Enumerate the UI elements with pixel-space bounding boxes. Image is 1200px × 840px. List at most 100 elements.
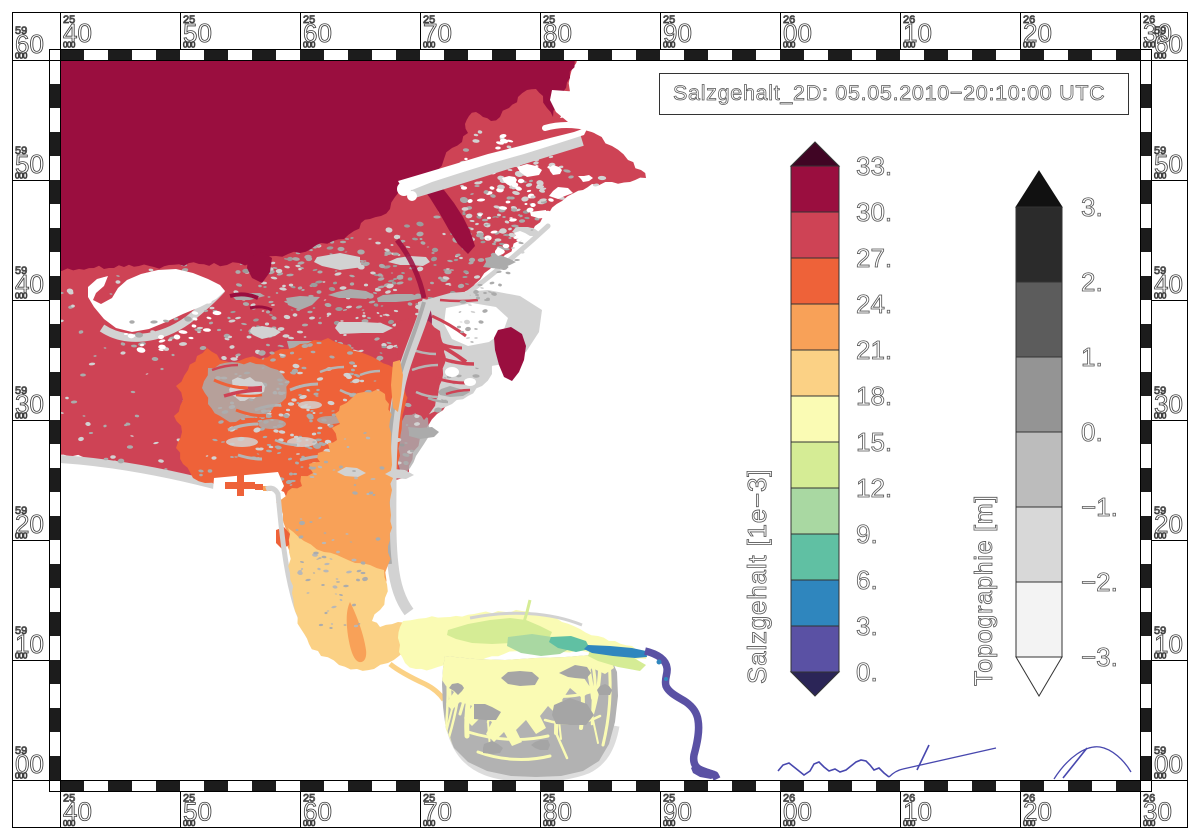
svg-text:25: 25 (663, 14, 675, 26)
svg-text:25: 25 (183, 14, 195, 26)
svg-text:25: 25 (63, 14, 75, 26)
svg-text:59: 59 (15, 385, 27, 397)
svg-text:000: 000 (15, 412, 28, 421)
svg-text:59: 59 (15, 25, 27, 37)
svg-text:000: 000 (15, 52, 28, 61)
svg-text:50: 50 (1154, 149, 1183, 179)
svg-text:30: 30 (1154, 389, 1183, 419)
svg-text:20: 20 (1023, 797, 1052, 827)
svg-text:000: 000 (783, 819, 796, 828)
svg-text:00: 00 (783, 18, 812, 48)
svg-text:10: 10 (1154, 629, 1183, 659)
svg-text:18.: 18. (856, 381, 892, 411)
svg-text:000: 000 (15, 652, 28, 661)
svg-text:25: 25 (63, 792, 75, 804)
svg-text:000: 000 (15, 292, 28, 301)
svg-text:24.: 24. (856, 289, 892, 319)
svg-text:60: 60 (303, 797, 332, 827)
svg-text:25: 25 (183, 792, 195, 804)
svg-text:26: 26 (903, 792, 915, 804)
svg-text:0.: 0. (1081, 417, 1103, 447)
svg-text:000: 000 (183, 819, 196, 828)
svg-text:60: 60 (1154, 29, 1183, 59)
svg-text:000: 000 (1154, 292, 1167, 301)
svg-text:26: 26 (783, 792, 795, 804)
svg-text:60: 60 (15, 29, 44, 59)
svg-text:20: 20 (15, 509, 44, 539)
svg-text:21.: 21. (856, 335, 892, 365)
svg-text:25: 25 (543, 792, 555, 804)
svg-text:59: 59 (1154, 505, 1166, 517)
svg-text:26: 26 (1143, 14, 1155, 26)
svg-text:26: 26 (1143, 792, 1155, 804)
svg-text:000: 000 (15, 172, 28, 181)
svg-text:000: 000 (663, 40, 676, 49)
svg-text:0.: 0. (856, 657, 878, 687)
svg-text:000: 000 (903, 40, 916, 49)
svg-text:59: 59 (1154, 25, 1166, 37)
svg-text:000: 000 (543, 819, 556, 828)
svg-text:000: 000 (15, 772, 28, 781)
svg-text:59: 59 (15, 505, 27, 517)
svg-text:40: 40 (1154, 269, 1183, 299)
svg-text:000: 000 (1154, 52, 1167, 61)
svg-text:25: 25 (423, 14, 435, 26)
svg-text:59: 59 (1154, 265, 1166, 277)
svg-text:59: 59 (15, 625, 27, 637)
svg-text:25: 25 (303, 792, 315, 804)
svg-text:30.: 30. (856, 197, 892, 227)
svg-text:2.: 2. (1081, 267, 1103, 297)
svg-text:70: 70 (423, 797, 452, 827)
svg-text:00: 00 (1154, 749, 1183, 779)
svg-text:60: 60 (303, 18, 332, 48)
svg-text:40: 40 (15, 269, 44, 299)
svg-text:Salzgehalt [1e−3]: Salzgehalt [1e−3] (742, 469, 772, 684)
svg-text:26: 26 (1023, 14, 1035, 26)
svg-text:90: 90 (663, 18, 692, 48)
svg-text:80: 80 (543, 18, 572, 48)
svg-text:000: 000 (183, 40, 196, 49)
svg-text:26: 26 (783, 14, 795, 26)
svg-text:−3.: −3. (1081, 642, 1118, 672)
svg-text:25: 25 (543, 14, 555, 26)
svg-text:59: 59 (1154, 625, 1166, 637)
svg-text:000: 000 (63, 819, 76, 828)
svg-text:000: 000 (783, 40, 796, 49)
svg-text:59: 59 (1154, 745, 1166, 757)
svg-text:30: 30 (1143, 18, 1172, 48)
svg-text:000: 000 (1154, 532, 1167, 541)
svg-text:3.: 3. (856, 611, 878, 641)
svg-text:26: 26 (903, 14, 915, 26)
svg-text:000: 000 (1023, 40, 1036, 49)
svg-text:000: 000 (903, 819, 916, 828)
svg-text:20: 20 (1023, 18, 1052, 48)
svg-text:59: 59 (1154, 385, 1166, 397)
svg-text:6.: 6. (856, 565, 878, 595)
svg-text:59: 59 (1154, 145, 1166, 157)
svg-text:000: 000 (1143, 819, 1156, 828)
svg-text:3.: 3. (1081, 192, 1103, 222)
svg-text:30: 30 (1143, 797, 1172, 827)
svg-text:12.: 12. (856, 473, 892, 503)
svg-text:000: 000 (1154, 652, 1167, 661)
svg-text:000: 000 (303, 40, 316, 49)
svg-text:26: 26 (1023, 792, 1035, 804)
svg-text:−2.: −2. (1081, 567, 1118, 597)
svg-text:25: 25 (303, 14, 315, 26)
svg-text:59: 59 (15, 265, 27, 277)
svg-text:000: 000 (543, 40, 556, 49)
svg-text:33.: 33. (856, 151, 892, 181)
svg-text:10: 10 (903, 18, 932, 48)
svg-text:9.: 9. (856, 519, 878, 549)
svg-text:30: 30 (15, 389, 44, 419)
svg-text:50: 50 (183, 797, 212, 827)
svg-text:70: 70 (423, 18, 452, 48)
svg-text:10: 10 (903, 797, 932, 827)
svg-text:Topographie [m]: Topographie [m] (970, 495, 998, 686)
svg-text:20: 20 (1154, 509, 1183, 539)
svg-text:00: 00 (15, 749, 44, 779)
svg-text:25: 25 (663, 792, 675, 804)
svg-text:25: 25 (423, 792, 435, 804)
svg-text:90: 90 (663, 797, 692, 827)
svg-text:000: 000 (423, 819, 436, 828)
